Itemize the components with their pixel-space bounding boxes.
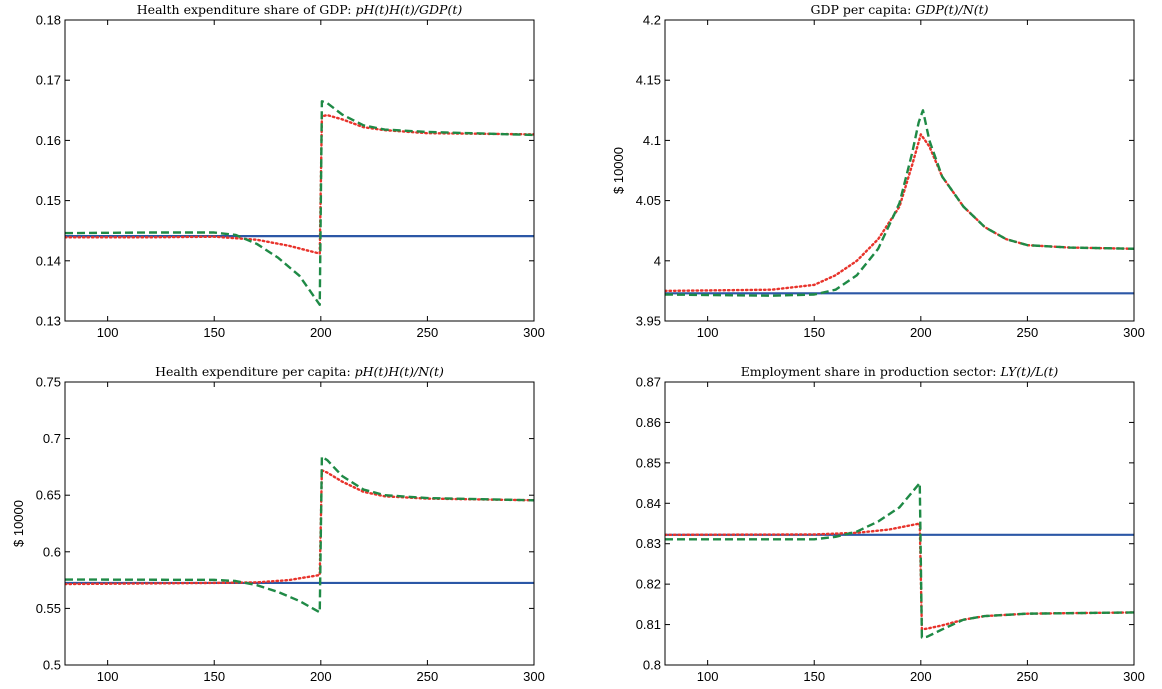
- x-tick-label: 100: [97, 325, 119, 340]
- series-line-3: [665, 481, 1134, 639]
- series-line-2: [665, 133, 1134, 293]
- axes-frame: [64, 381, 535, 666]
- chart-title-text: Health expenditure per capita:: [155, 364, 355, 379]
- series-group: [65, 100, 534, 306]
- y-tick-label: 0.65: [36, 488, 61, 503]
- x-tick-label: 150: [803, 325, 825, 340]
- y-tick-label: 0.15: [36, 193, 61, 208]
- y-tick-label: 0.14: [36, 253, 61, 268]
- series-group: [665, 481, 1134, 639]
- axes-frame: [664, 19, 1135, 322]
- y-tick-label: 0.6: [43, 544, 61, 559]
- x-tick-label: 200: [910, 669, 932, 684]
- x-tick-label: 250: [1017, 325, 1039, 340]
- chart-title-math: pH(t)H(t)/GDP(t): [355, 2, 462, 17]
- y-tick-label: 4.2: [643, 13, 661, 28]
- y-tick-label: 4.1: [643, 133, 661, 148]
- y-tick-label: 0.86: [636, 415, 661, 430]
- y-tick-label: 0.81: [636, 617, 661, 632]
- axes-frame: [64, 19, 535, 322]
- x-tick-label: 100: [697, 325, 719, 340]
- y-tick-label: 4.15: [636, 73, 661, 88]
- x-tick-label: 300: [1123, 669, 1145, 684]
- y-tick-label: 0.8: [643, 658, 661, 673]
- chart-title: GDP per capita: GDP(t)/N(t): [811, 2, 989, 17]
- axes-frame: [664, 381, 1135, 666]
- chart-title: Health expenditure per capita: pH(t)H(t)…: [155, 364, 444, 379]
- x-tick-label: 300: [523, 325, 545, 340]
- series-line-3: [65, 100, 534, 306]
- y-tick-label: 4.05: [636, 193, 661, 208]
- chart-title-math: GDP(t)/N(t): [915, 2, 988, 17]
- y-tick-label: 0.18: [36, 13, 61, 28]
- x-tick-label: 150: [203, 325, 225, 340]
- y-tick-label: 0.5: [43, 658, 61, 673]
- subplot-2: 100 150 200 250 300 3.95 4 4.05 4.1 4.15 4.2 GDP pe…: [611, 2, 1145, 340]
- y-tick-label: 0.7: [43, 431, 61, 446]
- y-tick-label: 0.55: [36, 601, 61, 616]
- y-tick-label: 3.95: [636, 314, 661, 329]
- x-tick-label: 200: [310, 669, 332, 684]
- y-tick-label: 0.85: [636, 455, 661, 470]
- subplot-4: 100 150 200 250 300 0.8 0.81 0.82 0.83 0.84 0.85 0.…: [636, 364, 1145, 684]
- x-tick-label: 200: [310, 325, 332, 340]
- series-line-2: [65, 113, 534, 255]
- chart-title-math: LY(t)/L(t): [999, 364, 1058, 379]
- y-tick-label: 0.75: [36, 375, 61, 390]
- x-tick-label: 100: [97, 669, 119, 684]
- series-group: [665, 109, 1134, 297]
- y-axis-label: $ 10000: [611, 147, 626, 194]
- chart-title-text: GDP per capita:: [811, 2, 916, 17]
- series-line-2: [65, 469, 534, 586]
- x-tick-label: 100: [697, 669, 719, 684]
- series-line-2: [665, 522, 1134, 631]
- series-line-3: [665, 109, 1134, 297]
- series-group: [65, 455, 534, 614]
- subplot-1: 100 150 200 250 300 0.13 0.14 0.15 0.16 0.17 0.18 H…: [36, 2, 545, 340]
- series-line-3: [65, 455, 534, 614]
- subplot-3: 100 150 200 250 300 0.5 0.55 0.6 0.65 0.7 0.75 Heal…: [11, 364, 545, 684]
- chart-title: Health expenditure share of GDP: pH(t)H(…: [137, 2, 463, 17]
- y-tick-label: 0.84: [636, 496, 661, 511]
- x-tick-label: 200: [910, 325, 932, 340]
- y-tick-label: 0.83: [636, 536, 661, 551]
- chart-title-text: Employment share in production sector:: [741, 364, 1001, 379]
- x-tick-label: 300: [1123, 325, 1145, 340]
- x-tick-label: 300: [523, 669, 545, 684]
- x-tick-label: 150: [803, 669, 825, 684]
- y-tick-label: 0.13: [36, 314, 61, 329]
- y-tick-label: 4: [654, 253, 661, 268]
- chart-title-math: pH(t)H(t)/N(t): [355, 364, 444, 379]
- x-tick-label: 250: [417, 669, 439, 684]
- y-tick-label: 0.82: [636, 577, 661, 592]
- y-tick-label: 0.17: [36, 73, 61, 88]
- chart-title-text: Health expenditure share of GDP:: [137, 2, 356, 17]
- y-tick-label: 0.87: [636, 375, 661, 390]
- x-tick-label: 250: [417, 325, 439, 340]
- y-axis-label: $ 10000: [11, 500, 26, 547]
- x-tick-label: 150: [203, 669, 225, 684]
- y-tick-label: 0.16: [36, 133, 61, 148]
- x-tick-label: 250: [1017, 669, 1039, 684]
- chart-title: Employment share in production sector: L…: [741, 364, 1059, 379]
